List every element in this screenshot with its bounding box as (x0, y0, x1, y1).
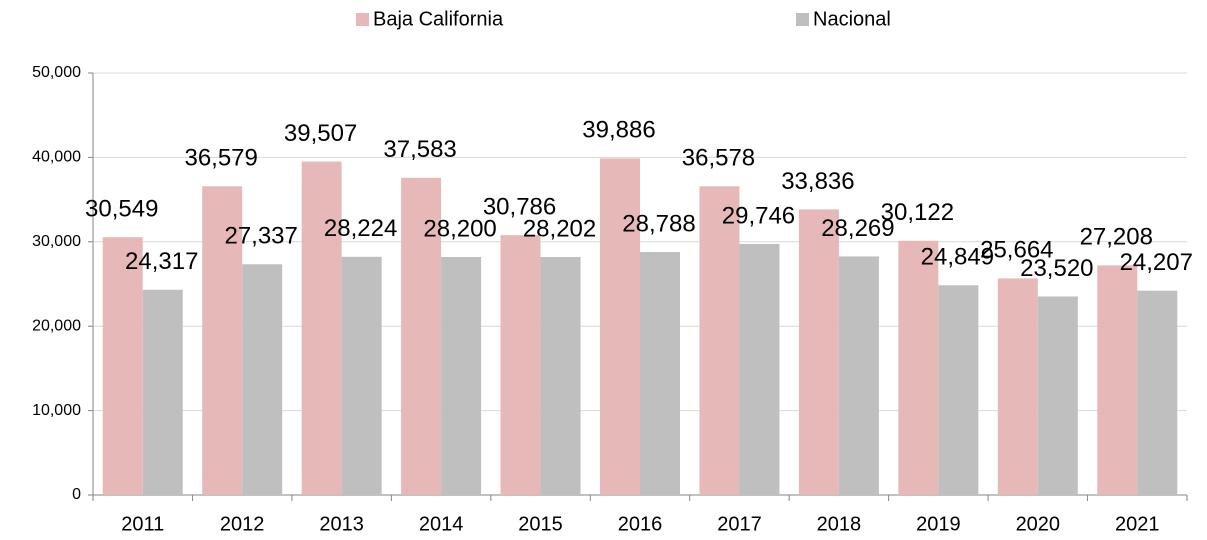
data-label: 30,549 (85, 196, 158, 223)
data-label: 28,202 (523, 215, 596, 242)
data-label: 28,224 (324, 215, 397, 242)
bar (242, 264, 283, 495)
data-label: 27,337 (224, 223, 297, 250)
data-label: 24,317 (125, 248, 198, 275)
y-tick-label: 50,000 (32, 64, 81, 81)
bar (540, 256, 581, 495)
bar (142, 289, 183, 495)
data-label: 29,746 (722, 202, 795, 229)
data-label: 24,207 (1120, 249, 1193, 276)
bar (898, 240, 939, 495)
legend-label: Baja California (373, 8, 504, 30)
bar (1097, 265, 1138, 495)
bar (838, 256, 879, 495)
data-label: 36,579 (184, 145, 257, 172)
x-tick-label: 2015 (518, 513, 563, 535)
bar (640, 252, 680, 495)
bar (1037, 296, 1078, 495)
data-label: 27,208 (1080, 224, 1153, 251)
bar (102, 237, 143, 495)
x-tick-label: 2018 (817, 513, 862, 535)
data-label: 30,122 (881, 199, 954, 226)
bar (938, 285, 979, 495)
x-tick-label: 2013 (319, 513, 364, 535)
data-label: 37,583 (383, 136, 456, 163)
x-tick-label: 2019 (916, 513, 961, 535)
data-label: 28,269 (821, 215, 894, 242)
data-label: 33,836 (781, 168, 854, 195)
y-tick-label: 10,000 (32, 402, 81, 419)
y-tick-label: 0 (72, 486, 81, 503)
bar (798, 209, 839, 495)
data-label: 25,664 (980, 237, 1053, 264)
bar (699, 186, 740, 495)
data-label: 39,507 (284, 120, 357, 147)
data-label: 24,849 (921, 244, 994, 271)
bar (441, 256, 482, 495)
data-label: 28,788 (622, 210, 695, 237)
bar (500, 235, 541, 496)
x-tick-label: 2014 (419, 513, 464, 535)
x-tick-label: 2017 (717, 513, 762, 535)
bar (401, 177, 442, 495)
legend-swatch (356, 13, 369, 26)
bar (997, 278, 1038, 495)
bar (739, 243, 780, 495)
x-tick-label: 2016 (618, 513, 663, 535)
y-tick-label: 40,000 (32, 149, 81, 166)
data-label: 28,200 (423, 215, 496, 242)
legend-label: Nacional (813, 8, 891, 30)
x-tick-label: 2012 (220, 513, 265, 535)
x-tick-label: 2020 (1016, 513, 1061, 535)
data-label: 23,520 (1020, 255, 1093, 282)
bar (202, 186, 243, 495)
data-label: 30,786 (483, 194, 556, 221)
data-label: 36,578 (682, 145, 755, 172)
legend-swatch (796, 13, 809, 26)
bar (301, 161, 342, 495)
y-tick-label: 30,000 (32, 233, 81, 250)
bar (341, 256, 382, 495)
y-tick-label: 20,000 (32, 317, 81, 334)
bar (1137, 290, 1178, 495)
data-label: 39,886 (582, 117, 655, 144)
bar (600, 158, 640, 495)
x-tick-label: 2021 (1115, 513, 1160, 535)
x-tick-label: 2011 (121, 513, 164, 535)
